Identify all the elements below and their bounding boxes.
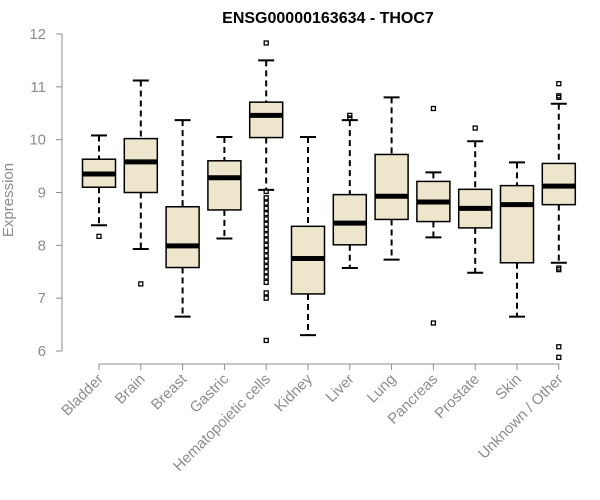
box-9 bbox=[416, 105, 451, 326]
y-axis-label: Expression bbox=[0, 163, 17, 237]
iqr-box bbox=[374, 153, 409, 221]
x-tick-label: Breast bbox=[148, 370, 191, 413]
outlier-point bbox=[263, 210, 269, 217]
outlier-point bbox=[263, 205, 269, 212]
box-7 bbox=[332, 112, 368, 270]
outlier-point bbox=[263, 237, 269, 243]
x-tick-label: Liver bbox=[323, 371, 358, 406]
outlier-point bbox=[263, 263, 269, 270]
iqr-box bbox=[207, 160, 242, 211]
box-3 bbox=[165, 119, 200, 318]
y-tick-label: 12 bbox=[29, 26, 46, 43]
outlier-point bbox=[263, 232, 269, 238]
outlier-point bbox=[263, 269, 269, 275]
y-tick-label: 9 bbox=[38, 185, 46, 202]
outlier-point bbox=[263, 200, 269, 206]
y-tick-label: 6 bbox=[38, 343, 46, 360]
outlier-point bbox=[430, 320, 437, 326]
outlier-point bbox=[556, 344, 562, 350]
box-10 bbox=[457, 125, 493, 274]
outlier-point bbox=[263, 295, 269, 301]
box-1 bbox=[81, 134, 117, 240]
x-tick-label: Bladder bbox=[58, 371, 107, 420]
outlier-point bbox=[556, 94, 562, 101]
boxes-group bbox=[81, 40, 577, 360]
outlier-point bbox=[263, 337, 269, 344]
outlier-point bbox=[263, 290, 269, 296]
outlier-point bbox=[556, 81, 562, 87]
x-tick-label: Lung bbox=[364, 371, 400, 407]
box-2 bbox=[123, 79, 159, 287]
outlier-point bbox=[556, 266, 562, 273]
y-tick-label: 10 bbox=[29, 132, 46, 149]
box-8 bbox=[374, 96, 409, 261]
outlier-point bbox=[263, 195, 269, 201]
outlier-point bbox=[138, 281, 144, 287]
outlier-point bbox=[347, 115, 353, 121]
y-axis: 6 7 8 9 10 11 12 bbox=[29, 26, 63, 360]
box-5 bbox=[248, 40, 284, 344]
y-tick-label: 7 bbox=[38, 290, 46, 307]
outlier-point bbox=[263, 216, 269, 222]
box-6 bbox=[290, 136, 326, 337]
iqr-box bbox=[499, 184, 535, 264]
y-tick-label: 8 bbox=[38, 237, 46, 254]
x-tick-label: Kidney bbox=[271, 370, 316, 415]
outlier-point bbox=[263, 226, 269, 233]
outlier-point bbox=[263, 242, 269, 248]
box-4 bbox=[207, 136, 242, 240]
box-12 bbox=[541, 81, 577, 360]
outlier-point bbox=[263, 258, 269, 264]
box-11 bbox=[499, 161, 535, 318]
iqr-box bbox=[165, 206, 200, 269]
iqr-box bbox=[332, 193, 368, 246]
outlier-point bbox=[472, 125, 478, 131]
outlier-point bbox=[263, 40, 269, 46]
outlier-point bbox=[263, 221, 269, 227]
outlier-point bbox=[556, 354, 562, 360]
outlier-point bbox=[263, 188, 269, 195]
outlier-point bbox=[263, 279, 269, 285]
y-tick-label: 11 bbox=[30, 79, 46, 96]
outlier-point bbox=[263, 247, 269, 254]
outlier-point bbox=[263, 253, 269, 259]
x-tick-label: Skin bbox=[492, 371, 525, 404]
iqr-box bbox=[123, 137, 159, 194]
chart-title: ENSG00000163634 - THOC7 bbox=[222, 10, 434, 27]
x-tick-label: Brain bbox=[112, 371, 149, 408]
iqr-box bbox=[248, 101, 284, 139]
outlier-point bbox=[263, 274, 269, 280]
x-tick-label: Prostate bbox=[431, 371, 483, 423]
outlier-point bbox=[96, 233, 102, 240]
outlier-point bbox=[430, 105, 437, 112]
